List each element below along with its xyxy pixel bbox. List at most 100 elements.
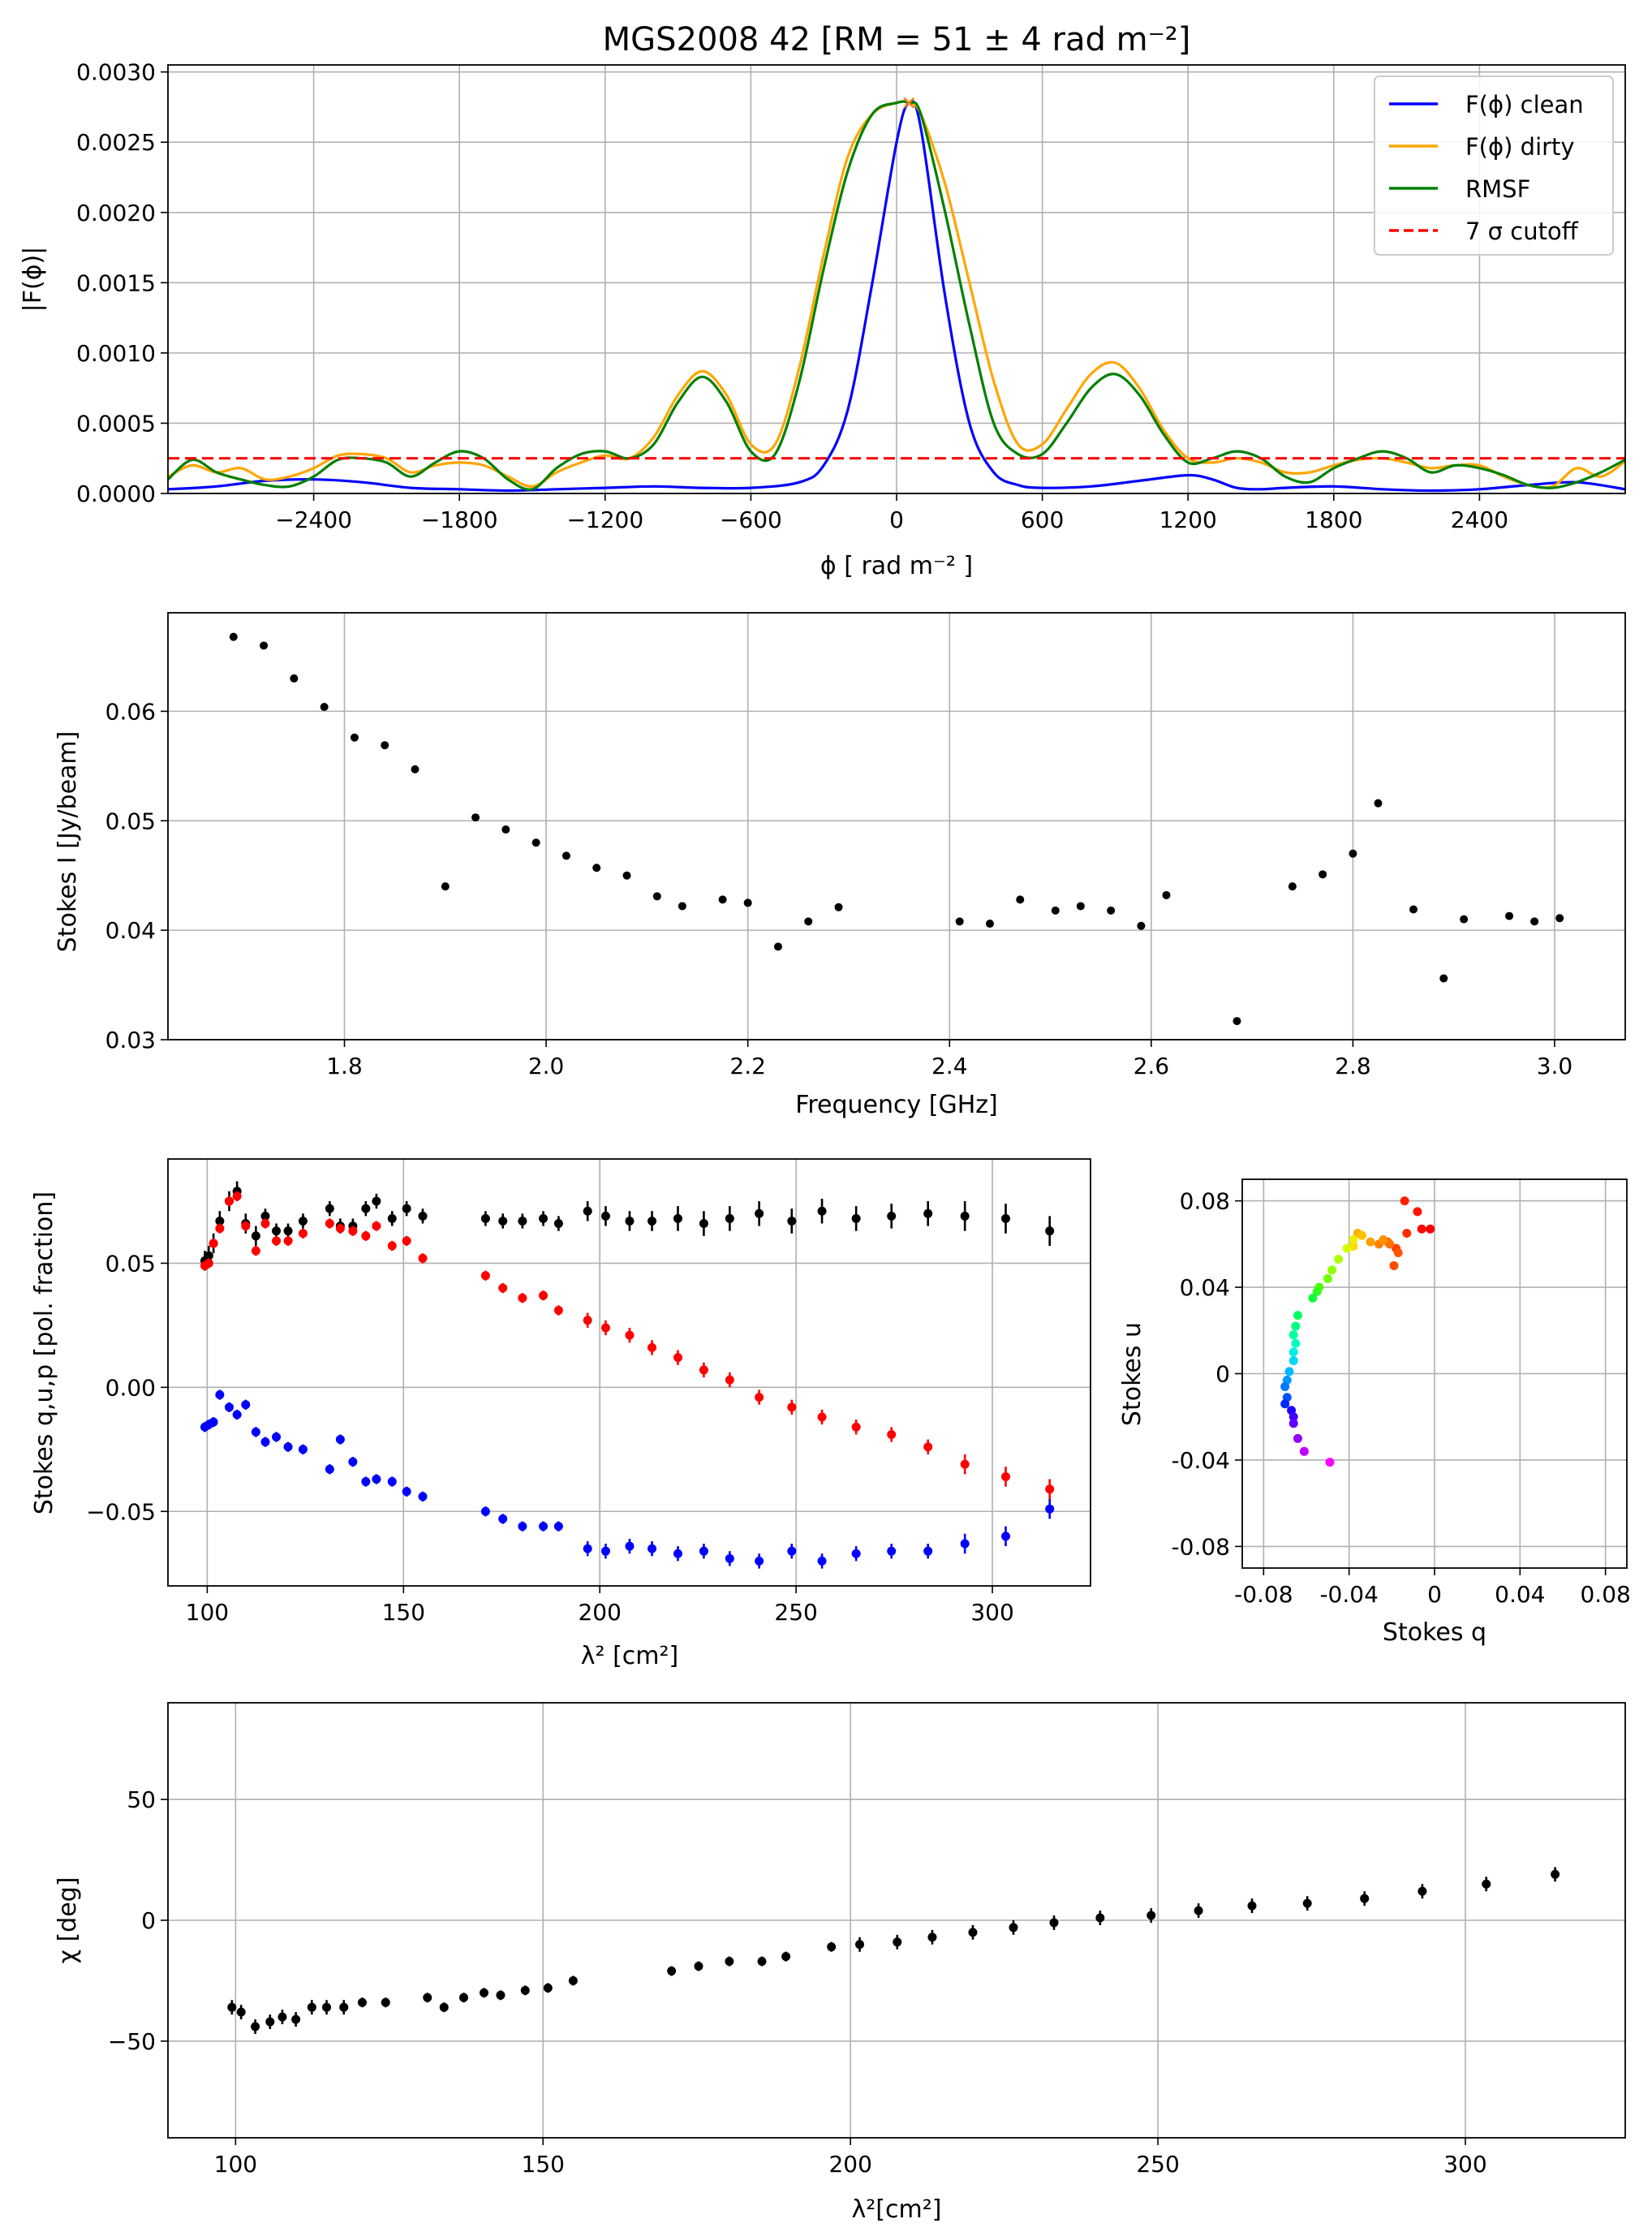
data-point [647,1342,657,1352]
data-point [1051,906,1060,915]
y-tick-label: 0 [1215,1361,1230,1388]
data-point [1379,1235,1388,1245]
data-point [283,1226,293,1236]
faraday-ticks: −2400 −1800 −1200 −600 0 600 1200 1800 2400 0.000… [76,59,1508,533]
data-point [851,1549,861,1558]
data-point [725,1375,734,1385]
data-point [755,1208,764,1218]
y-tick-label: 0.03 [105,1027,156,1053]
data-point [348,1226,358,1236]
data-point [1555,914,1564,923]
data-point [1366,1237,1375,1247]
data-point [387,1213,397,1223]
y-tick-label: 0.0020 [76,200,156,226]
x-tick-label: 300 [970,1599,1013,1626]
data-point [851,1422,861,1432]
x-tick-label: −1200 [566,506,643,533]
data-point [1247,1901,1257,1911]
faraday-plot-frame [167,64,1626,494]
stokes-qup-panel: 100 150 200 250 300 −0.05 0.00 0.05 λ² [cm²] St… [30,1158,1091,1670]
data-point [361,1231,371,1241]
stokes-qup-plot-frame [167,1158,1091,1587]
x-tick-label: 200 [828,2151,871,2178]
data-point [553,1219,563,1229]
data-point [960,1539,970,1549]
data-point [1327,1265,1337,1275]
data-point [725,1213,734,1223]
data-point [1402,1229,1412,1239]
data-point [923,1442,933,1452]
data-point [699,1365,708,1375]
data-point [381,741,389,750]
data-point [673,1549,682,1558]
data-point [583,1316,592,1325]
data-point [625,1330,635,1340]
data-point [215,1224,225,1234]
y-tick-label: 0.05 [105,1250,156,1277]
data-point [402,1487,411,1497]
data-point [307,2002,316,2012]
data-point [781,1952,791,1962]
x-tick-label: −600 [720,506,782,533]
data-point [718,895,727,904]
data-point [1280,1399,1290,1409]
data-point [1482,1879,1491,1889]
x-tick-label: 2.6 [1134,1053,1170,1079]
y-tick-label: 50 [127,1786,156,1813]
data-point [804,917,813,926]
data-point [423,1993,432,2002]
data-point [755,1556,764,1566]
data-point [232,1410,242,1420]
data-point [272,1433,282,1442]
x-tick-label: 0 [889,506,904,533]
data-point [260,1219,270,1229]
data-point [887,1429,897,1439]
data-point [283,1442,293,1452]
data-point [227,2002,237,2012]
data-point [1000,1532,1010,1541]
y-tick-label: 0.0005 [76,410,156,437]
data-point [418,1492,428,1501]
data-point [927,1932,937,1942]
x-tick-label: 2.0 [528,1053,565,1079]
data-point [1095,1913,1105,1923]
data-point [539,1213,549,1223]
x-tick-label: 2.8 [1335,1053,1371,1079]
data-point [1325,1458,1335,1467]
x-tick-label: 0.08 [1580,1581,1630,1608]
data-point [480,1506,490,1516]
qu-plane-ylabel: Stokes u [1118,1322,1147,1426]
data-point [600,1546,610,1556]
qu-plane-panel: -0.08 -0.04 0 0.04 0.08 -0.08 -0.04 0 0.04 0.08 S… [1118,1178,1631,1647]
data-point [325,1204,334,1213]
data-point [622,871,631,880]
data-point [1291,1338,1301,1348]
data-point [1107,906,1116,915]
x-tick-label: 250 [774,1599,817,1626]
data-point [968,1928,978,1937]
data-point [381,1997,390,2007]
data-point [1299,1446,1309,1456]
polarization-angle-grid [168,1703,1625,2138]
data-point [215,1390,225,1400]
y-tick-label: -0.04 [1172,1447,1230,1474]
data-point [600,1211,610,1221]
data-point [402,1204,411,1213]
data-point [209,1239,218,1248]
data-point [1288,1347,1298,1357]
data-point [1233,1017,1241,1026]
data-point [498,1283,508,1293]
y-tick-label: 0 [141,1907,156,1934]
qu-plane-series [1280,1196,1435,1467]
faraday-series [168,97,1625,493]
x-tick-label: −2400 [275,506,352,533]
data-point [260,641,269,650]
legend-label-clean: F(ϕ) clean [1465,91,1584,118]
x-tick-label: −1800 [421,506,498,533]
data-point [887,1546,897,1556]
data-point [209,1417,218,1427]
data-point [553,1522,563,1532]
data-point [298,1445,308,1454]
data-point [411,765,419,773]
